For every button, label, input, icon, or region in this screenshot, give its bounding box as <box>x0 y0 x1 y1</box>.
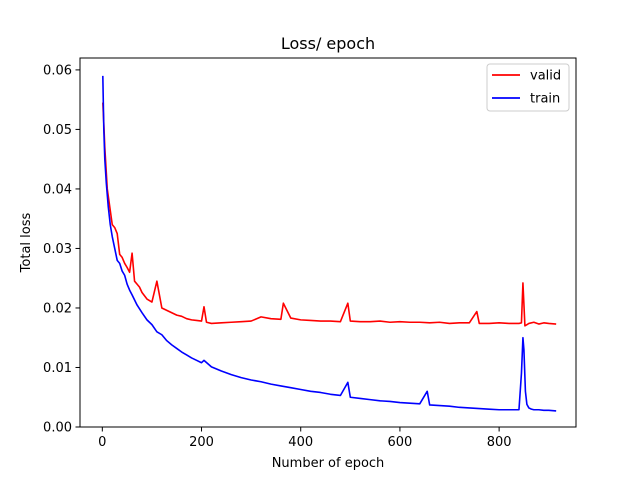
legend-label-train: train <box>530 92 560 107</box>
y-tick-label: 0.01 <box>43 361 72 376</box>
axis-ticks: 0 200 400 600 800 0.00 0.01 0.02 0.03 0.04 0.05 0.0… <box>43 63 511 450</box>
legend-label-valid: valid <box>530 69 561 84</box>
x-axis-title: Number of epoch <box>272 456 385 471</box>
series-lines <box>102 75 557 412</box>
x-tick-label: 400 <box>288 435 313 450</box>
chart-title: Loss/ epoch <box>281 34 375 53</box>
plot-frame <box>79 57 577 428</box>
x-tick-label: 800 <box>487 435 512 450</box>
legend: valid train <box>486 63 570 112</box>
y-tick-label: 0.02 <box>43 301 72 316</box>
y-tick-label: 0.04 <box>43 182 72 197</box>
x-tick-label: 0 <box>98 435 106 450</box>
series-line-train <box>102 75 557 412</box>
y-axis-title: Total loss <box>19 212 34 273</box>
y-tick-label: 0.03 <box>43 242 72 257</box>
y-tick-label: 0.00 <box>43 421 72 436</box>
x-tick-label: 200 <box>189 435 214 450</box>
x-tick-label: 600 <box>388 435 413 450</box>
y-tick-label: 0.05 <box>43 123 72 138</box>
y-tick-label: 0.06 <box>43 63 72 78</box>
series-line-valid <box>102 102 557 327</box>
